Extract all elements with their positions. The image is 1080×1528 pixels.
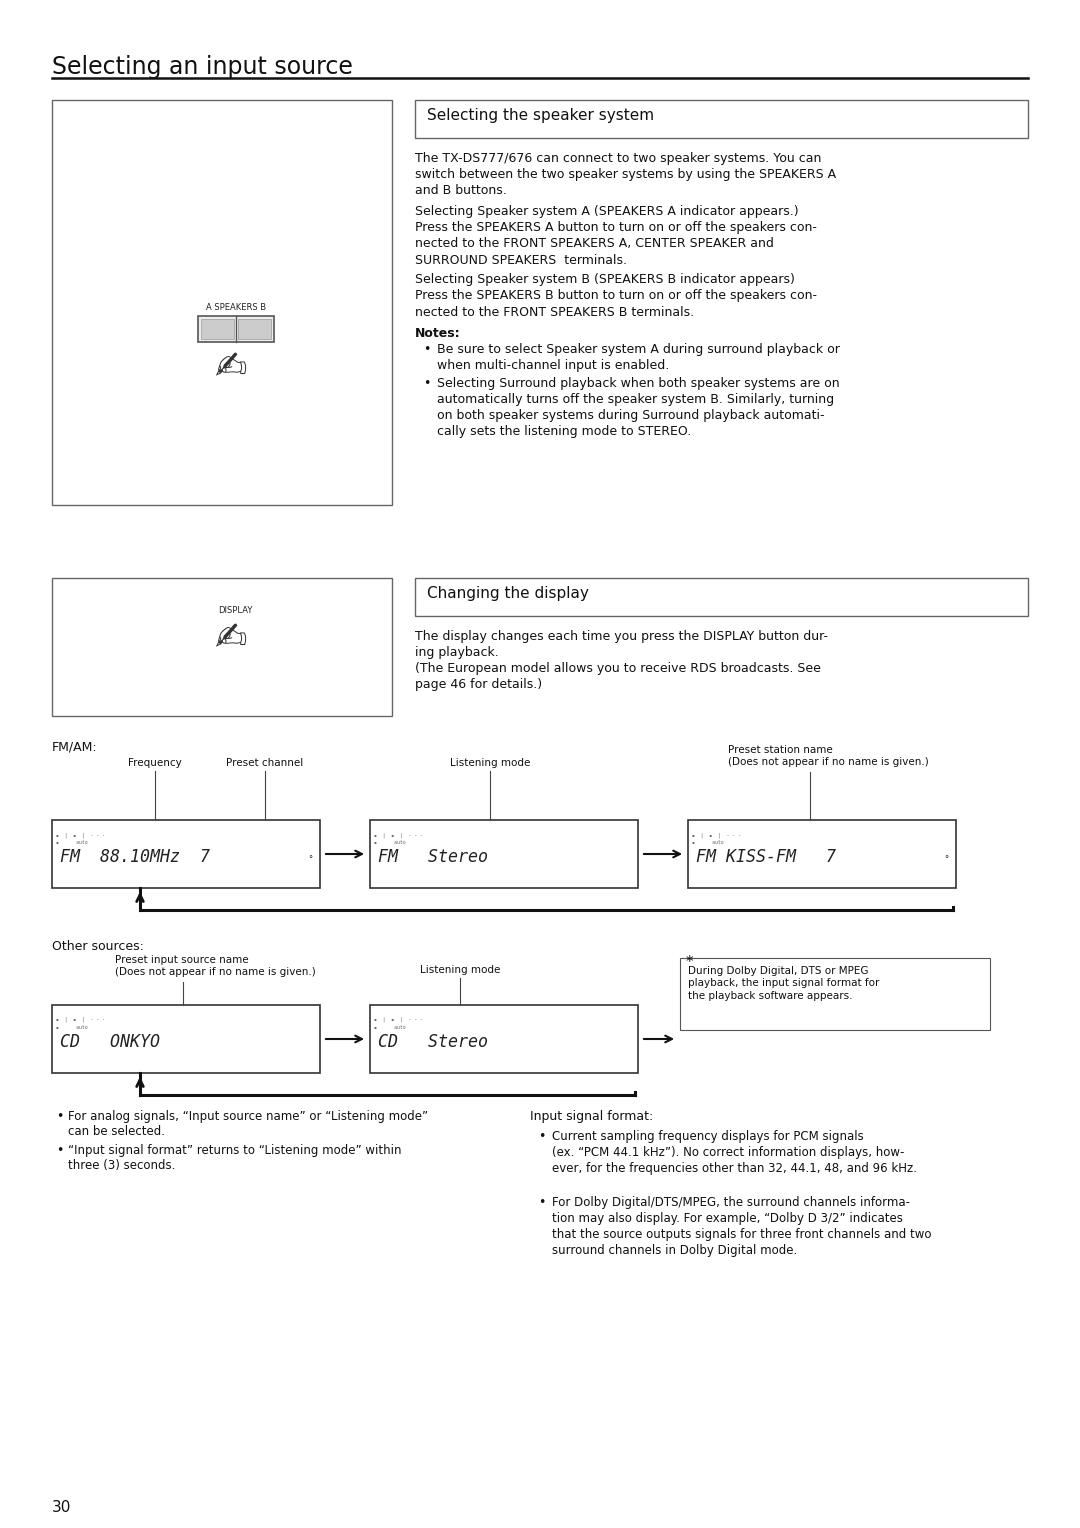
Text: FM/AM:: FM/AM: — [52, 740, 97, 753]
Text: Changing the display: Changing the display — [427, 587, 589, 601]
Text: FM KISS-FM   7: FM KISS-FM 7 — [696, 848, 836, 866]
Text: The TX-DS777/676 can connect to two speaker systems. You can
switch between the : The TX-DS777/676 can connect to two spea… — [415, 151, 836, 197]
Text: CD   ONKYO: CD ONKYO — [60, 1033, 160, 1051]
Bar — [52, 578, 392, 717]
Text: 30: 30 — [52, 1500, 71, 1514]
Text: ▪      auto: ▪ auto — [374, 840, 406, 845]
Text: A SPEAKERS B: A SPEAKERS B — [205, 303, 266, 312]
Text: ▪  |  ▪  |  - - -: ▪ | ▪ | - - - — [374, 833, 423, 837]
Text: ▪      auto: ▪ auto — [56, 840, 87, 845]
Text: *: * — [686, 955, 693, 970]
Text: °: ° — [944, 856, 948, 863]
Bar — [238, 319, 271, 339]
Text: ✍: ✍ — [214, 350, 247, 388]
Text: ▪  |  ▪  |  - - -: ▪ | ▪ | - - - — [692, 833, 741, 837]
Text: ▪  |  ▪  |  - - -: ▪ | ▪ | - - - — [56, 833, 105, 837]
Bar — [52, 1005, 320, 1073]
Text: Other sources:: Other sources: — [52, 940, 144, 953]
Text: ✍: ✍ — [214, 620, 247, 659]
Bar — [52, 821, 320, 888]
Text: °: ° — [308, 856, 312, 863]
Bar — [201, 319, 233, 339]
Text: “Input signal format” returns to “Listening mode” within: “Input signal format” returns to “Listen… — [68, 1144, 402, 1157]
Text: FM   Stereo: FM Stereo — [378, 848, 488, 866]
Text: Preset input source name
(Does not appear if no name is given.): Preset input source name (Does not appea… — [114, 955, 315, 978]
Text: ▪      auto: ▪ auto — [692, 840, 724, 845]
Bar — [680, 958, 990, 1030]
Text: •: • — [423, 377, 430, 391]
Text: The display changes each time you press the DISPLAY button dur-
ing playback.
(T: The display changes each time you press … — [415, 630, 828, 691]
Text: Preset station name
(Does not appear if no name is given.): Preset station name (Does not appear if … — [728, 746, 929, 767]
Text: Notes:: Notes: — [415, 327, 461, 341]
Bar — [198, 316, 273, 342]
Text: For analog signals, “Input source name” or “Listening mode”: For analog signals, “Input source name” … — [68, 1109, 428, 1123]
Text: ▪  |  ▪  |  - - -: ▪ | ▪ | - - - — [56, 1018, 105, 1022]
Text: ▪  |  ▪  |  - - -: ▪ | ▪ | - - - — [374, 1018, 423, 1022]
Text: •: • — [56, 1109, 64, 1123]
Text: Selecting an input source: Selecting an input source — [52, 55, 353, 79]
Text: Be sure to select Speaker system A during surround playback or
when multi-channe: Be sure to select Speaker system A durin… — [437, 344, 840, 373]
Text: Selecting Speaker system A (SPEAKERS A indicator appears.)
Press the SPEAKERS A : Selecting Speaker system A (SPEAKERS A i… — [415, 205, 816, 266]
Text: three (3) seconds.: three (3) seconds. — [68, 1160, 175, 1172]
Bar — [370, 821, 638, 888]
Bar — [415, 99, 1028, 138]
Text: For Dolby Digital/DTS/MPEG, the surround channels informa-
tion may also display: For Dolby Digital/DTS/MPEG, the surround… — [552, 1196, 931, 1258]
Bar — [52, 99, 392, 504]
Text: Frequency: Frequency — [129, 758, 181, 769]
Text: Selecting Surround playback when both speaker systems are on
automatically turns: Selecting Surround playback when both sp… — [437, 377, 839, 439]
Text: •: • — [538, 1196, 545, 1209]
Text: Listening mode: Listening mode — [420, 966, 500, 975]
Text: CD   Stereo: CD Stereo — [378, 1033, 488, 1051]
Text: •: • — [423, 344, 430, 356]
Text: ▪      auto: ▪ auto — [374, 1025, 406, 1030]
Text: •: • — [56, 1144, 64, 1157]
Bar — [415, 578, 1028, 616]
Text: •: • — [538, 1131, 545, 1143]
Text: Input signal format:: Input signal format: — [530, 1109, 653, 1123]
Text: During Dolby Digital, DTS or MPEG
playback, the input signal format for
the play: During Dolby Digital, DTS or MPEG playba… — [688, 966, 879, 1001]
Text: ▪      auto: ▪ auto — [56, 1025, 87, 1030]
Text: can be selected.: can be selected. — [68, 1125, 165, 1138]
Text: Preset channel: Preset channel — [227, 758, 303, 769]
Text: Selecting the speaker system: Selecting the speaker system — [427, 108, 654, 122]
Bar — [370, 1005, 638, 1073]
Text: Listening mode: Listening mode — [449, 758, 530, 769]
Text: DISPLAY: DISPLAY — [218, 607, 253, 614]
Text: FM  88.10MHz  7: FM 88.10MHz 7 — [60, 848, 210, 866]
Bar — [688, 821, 956, 888]
Text: Selecting Speaker system B (SPEAKERS B indicator appears)
Press the SPEAKERS B b: Selecting Speaker system B (SPEAKERS B i… — [415, 274, 816, 318]
Text: Current sampling frequency displays for PCM signals
(ex. “PCM 44.1 kHz”). No cor: Current sampling frequency displays for … — [552, 1131, 917, 1175]
